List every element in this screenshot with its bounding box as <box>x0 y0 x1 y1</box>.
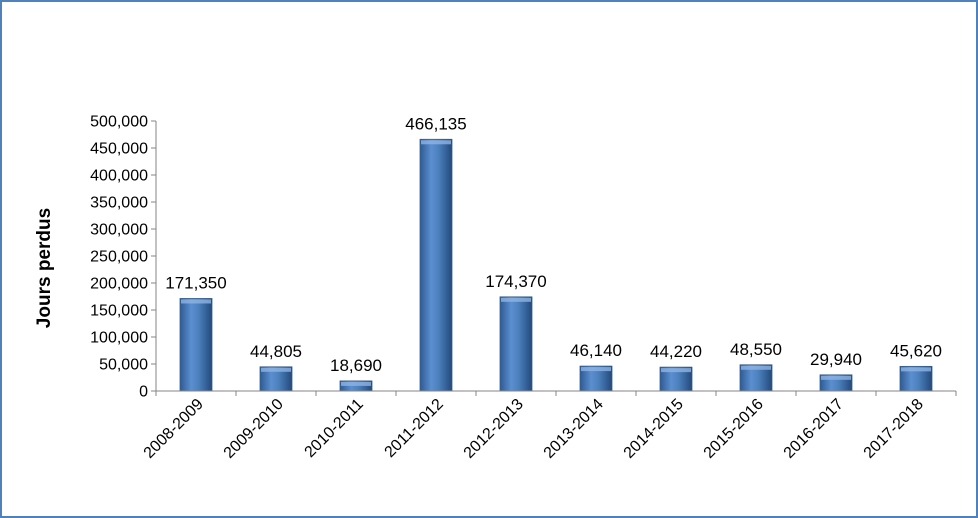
x-tick-label: 2015-2016 <box>701 396 767 462</box>
data-label: 18,690 <box>330 356 382 375</box>
bar-highlight <box>901 367 931 372</box>
bar-highlight <box>261 367 291 372</box>
y-tick-label: 250,000 <box>90 249 148 266</box>
x-tick-label: 2010-2011 <box>302 396 367 461</box>
y-tick-label: 150,000 <box>90 303 148 320</box>
bar-highlight <box>501 297 531 302</box>
x-tick-label: 2013-2014 <box>541 396 607 462</box>
bar-highlight <box>421 140 451 145</box>
bar-highlight <box>661 368 691 373</box>
data-label: 48,550 <box>730 340 782 359</box>
x-tick-label: 2017-2018 <box>861 396 927 462</box>
y-tick-label: 50,000 <box>99 357 148 374</box>
y-tick-label: 450,000 <box>90 141 148 158</box>
data-label: 171,350 <box>165 273 226 292</box>
bar-highlight <box>821 375 851 380</box>
bar-highlight <box>581 367 611 372</box>
data-label: 174,370 <box>485 272 546 291</box>
data-label: 45,620 <box>890 341 942 360</box>
data-label: 29,940 <box>810 350 862 369</box>
y-tick-label: 200,000 <box>90 276 148 293</box>
bar-highlight <box>741 365 771 370</box>
y-axis-label: Jours perdus <box>34 208 55 328</box>
x-tick-label: 2012-2013 <box>461 396 527 462</box>
x-tick-label: 2008-2009 <box>141 396 207 462</box>
data-label: 44,805 <box>250 342 302 361</box>
bar-highlight <box>181 299 211 304</box>
x-tick-label: 2016-2017 <box>781 396 847 462</box>
y-tick-label: 500,000 <box>90 114 148 131</box>
y-tick-label: 300,000 <box>90 222 148 239</box>
y-tick-label: 400,000 <box>90 168 148 185</box>
x-tick-label: 2014-2015 <box>621 396 687 462</box>
x-tick-label: 2009-2010 <box>221 396 287 462</box>
bar-2011-2012 <box>419 138 453 392</box>
data-label: 44,220 <box>650 342 702 361</box>
y-tick-label: 100,000 <box>90 330 148 347</box>
bar-highlight <box>341 381 371 386</box>
bar-2012-2013 <box>499 296 533 392</box>
data-label: 46,140 <box>570 341 622 360</box>
y-tick-label: 350,000 <box>90 195 148 212</box>
bar-2008-2009 <box>179 298 213 392</box>
data-label: 466,135 <box>405 114 466 133</box>
x-tick-label: 2011-2012 <box>382 396 447 461</box>
y-tick-label: 0 <box>139 384 148 401</box>
